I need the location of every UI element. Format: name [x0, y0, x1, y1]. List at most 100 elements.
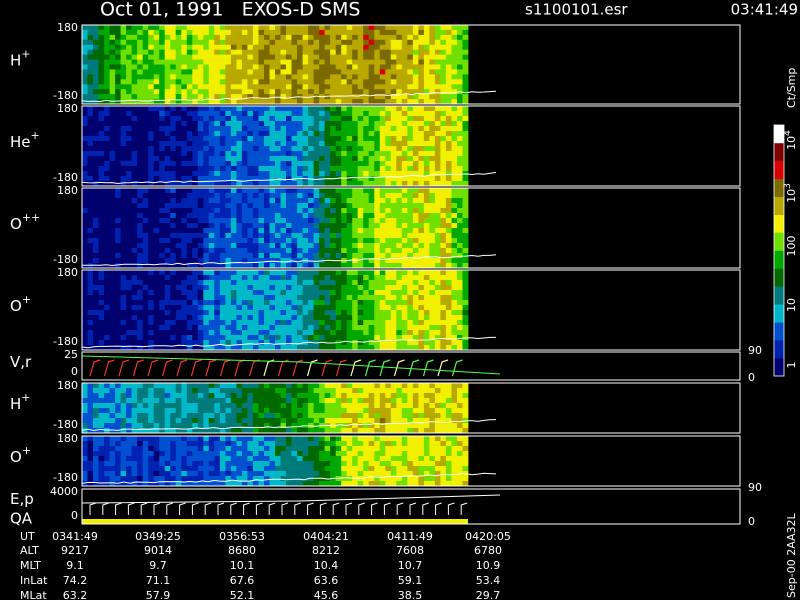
- spectrogram-cell: [175, 156, 182, 162]
- spectrogram-cell: [159, 79, 166, 85]
- spectrogram-cell: [280, 300, 287, 306]
- spectrogram-cell: [297, 263, 303, 269]
- spectrogram-cell: [148, 408, 155, 414]
- spectrogram-cell: [164, 285, 171, 291]
- spectrogram-cell: [109, 198, 116, 204]
- spectrogram-cell: [363, 136, 370, 142]
- spectrogram-cell: [313, 403, 320, 409]
- spectrogram-cell: [297, 166, 303, 172]
- spectrogram-cell: [87, 270, 94, 276]
- spectrogram-cell: [374, 146, 381, 152]
- spectrogram-cell: [104, 398, 110, 404]
- spectrogram-cell: [164, 418, 171, 424]
- spectrogram-cell: [241, 248, 248, 254]
- spectrogram-cell: [131, 136, 138, 142]
- spectrogram-cell: [429, 126, 436, 132]
- spectrogram-cell: [98, 340, 105, 346]
- spectrogram-cell: [192, 325, 199, 331]
- spectrogram-cell: [186, 106, 193, 112]
- spectrogram-cell: [357, 131, 364, 137]
- spectrogram-cell: [82, 44, 88, 51]
- spectrogram-cell: [385, 315, 392, 321]
- spectrogram-cell: [374, 111, 381, 117]
- spectrogram-cell: [346, 223, 353, 229]
- spectrogram-cell: [412, 156, 419, 162]
- spectrogram-cell: [269, 74, 276, 80]
- spectrogram-cell: [159, 335, 166, 341]
- spectrogram-cell: [208, 335, 215, 341]
- spectrogram-cell: [368, 89, 375, 95]
- spectrogram-cell: [181, 428, 188, 434]
- spectrogram-cell: [225, 84, 232, 90]
- spectrogram-cell: [208, 320, 215, 326]
- spectrogram-cell: [440, 345, 447, 351]
- spectrogram-cell: [170, 310, 177, 316]
- spectrogram-cell: [236, 285, 243, 291]
- spectrogram-cell: [142, 290, 149, 296]
- spectrogram-cell: [462, 84, 469, 90]
- spectrogram-cell: [346, 126, 353, 132]
- spectrogram-cell: [302, 388, 309, 394]
- spectrogram-cell: [352, 280, 359, 286]
- spectrogram-cell: [93, 176, 99, 182]
- spectrogram-cell: [308, 398, 314, 404]
- spectrogram-cell: [341, 330, 348, 336]
- spectrogram-cell: [203, 106, 210, 112]
- spectrogram-cell: [131, 335, 138, 341]
- spectrogram-cell: [98, 345, 105, 351]
- spectrogram-cell: [208, 39, 215, 46]
- spectrogram-cell: [120, 285, 127, 291]
- spectrogram-cell: [236, 263, 243, 269]
- spectrogram-cell: [264, 59, 270, 65]
- spectrogram-cell: [396, 213, 403, 219]
- spectrogram-cell: [418, 69, 425, 75]
- spectrogram-cell: [363, 300, 370, 306]
- spectrogram-cell: [434, 280, 441, 286]
- spectrogram-cell: [104, 34, 110, 41]
- spectrogram-cell: [115, 136, 121, 142]
- spectrogram-cell: [280, 141, 287, 147]
- spectrogram-cell: [109, 270, 116, 276]
- spectrogram-cell: [164, 320, 171, 326]
- spectrogram-cell: [434, 156, 441, 162]
- spectrogram-cell: [236, 208, 243, 214]
- spectrogram-cell: [418, 44, 425, 51]
- spectrogram-cell: [363, 121, 370, 127]
- spectrogram-cell: [330, 213, 336, 219]
- spectrogram-cell: [98, 116, 105, 122]
- spectrogram-cell: [346, 198, 353, 204]
- spectrogram-cell: [230, 59, 237, 65]
- spectrogram-cell: [241, 111, 248, 117]
- spectrogram-cell: [153, 325, 160, 331]
- spectrogram-cell: [379, 111, 386, 117]
- velocity-trend: [81, 355, 501, 375]
- spectrogram-cell: [225, 94, 232, 100]
- spectrogram-cell: [258, 253, 265, 259]
- spectrogram-cell: [131, 84, 138, 90]
- spectrogram-cell: [445, 203, 452, 209]
- spectrogram-cell: [219, 335, 226, 341]
- spectrogram-cell: [175, 258, 182, 264]
- spectrogram-cell: [379, 203, 386, 209]
- spectrogram-cell: [291, 74, 298, 80]
- spectrogram-cell: [208, 330, 215, 336]
- spectrogram-cell: [186, 270, 193, 276]
- spectrogram-cell: [186, 280, 193, 286]
- spectrogram-cell: [197, 94, 204, 100]
- spectrogram-cell: [308, 208, 314, 214]
- spectrogram-cell: [401, 253, 408, 259]
- spectrogram-cell: [341, 248, 348, 254]
- spectrogram-cell: [186, 388, 193, 394]
- spectrogram-cell: [412, 161, 419, 167]
- spectrogram-cell: [126, 69, 132, 75]
- spectrogram-cell: [109, 258, 116, 264]
- spectrogram-cell: [401, 121, 408, 127]
- spectrogram-cell: [115, 193, 121, 199]
- spectrogram-cell: [192, 166, 199, 172]
- spectrogram-cell: [181, 39, 188, 46]
- file-name: s1100101.esr: [525, 1, 628, 19]
- spectrogram-cell: [126, 89, 132, 95]
- spectrogram-cell: [170, 423, 177, 429]
- spectrogram-cell: [451, 233, 458, 239]
- spectrogram-cell: [286, 69, 292, 75]
